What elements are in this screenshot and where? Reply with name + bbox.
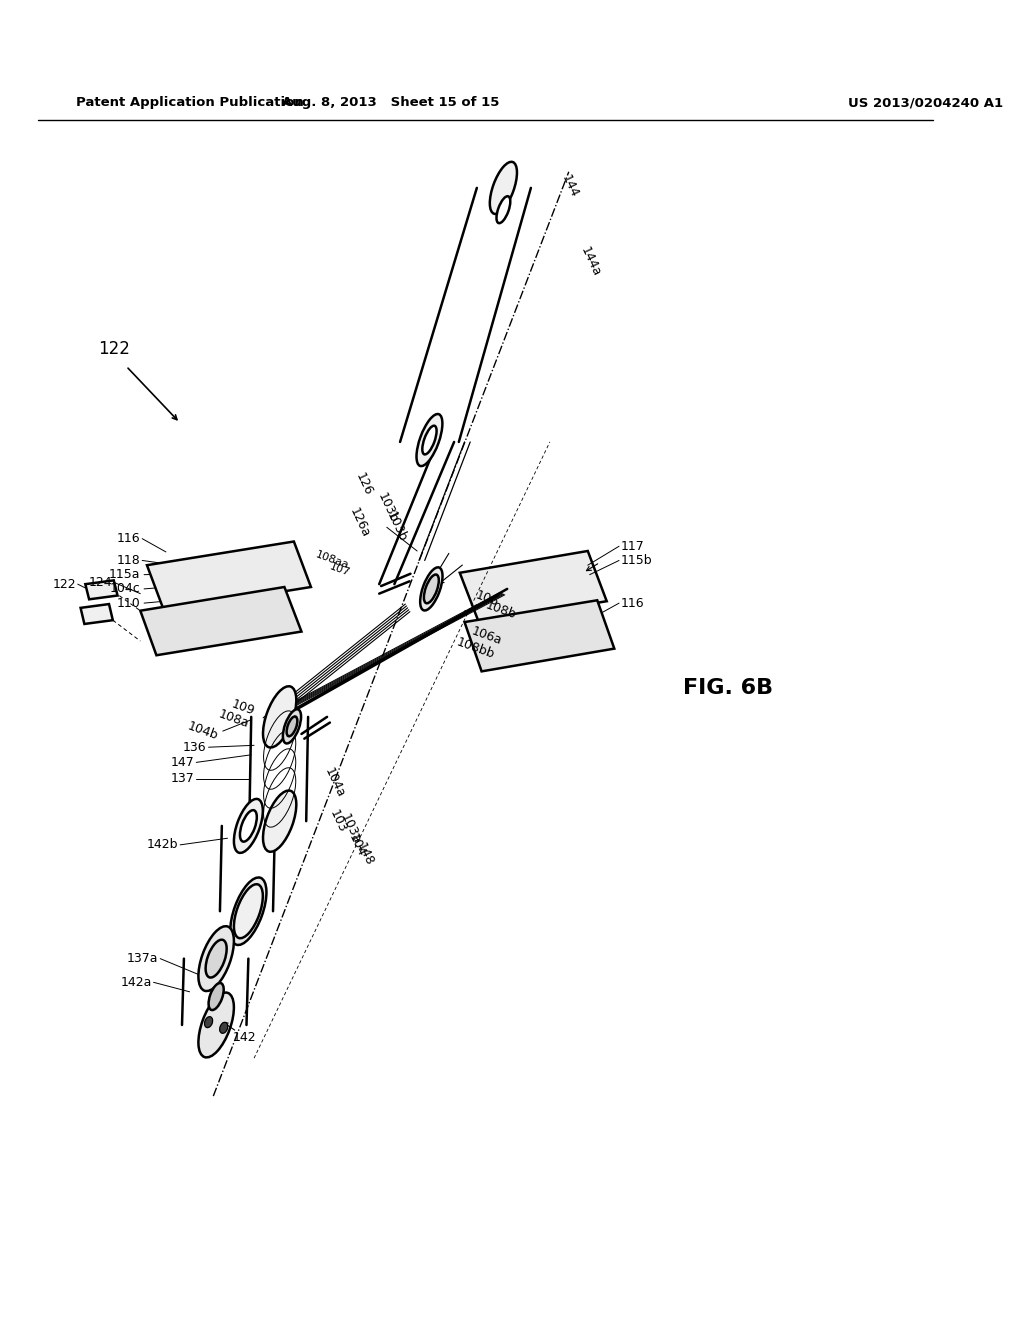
Text: 104a: 104a — [323, 766, 347, 800]
Polygon shape — [465, 601, 614, 672]
Text: 108b: 108b — [483, 598, 518, 622]
Text: 148: 148 — [353, 841, 376, 867]
Text: 144: 144 — [559, 173, 581, 199]
Text: 110: 110 — [117, 597, 140, 610]
Text: 107: 107 — [328, 561, 351, 578]
Text: 126: 126 — [352, 471, 375, 498]
Text: 126a: 126a — [346, 506, 372, 540]
Text: 118: 118 — [117, 554, 140, 568]
Polygon shape — [81, 605, 113, 624]
Text: 122: 122 — [52, 578, 76, 590]
Ellipse shape — [497, 197, 510, 223]
Ellipse shape — [422, 425, 436, 454]
Text: 137: 137 — [171, 772, 195, 785]
Text: 108aa: 108aa — [313, 550, 350, 572]
Ellipse shape — [206, 940, 226, 978]
Ellipse shape — [199, 927, 233, 991]
Ellipse shape — [263, 791, 296, 851]
Text: 108a: 108a — [217, 708, 251, 730]
Text: 109: 109 — [229, 697, 256, 718]
Text: 124: 124 — [88, 576, 112, 589]
Text: 116: 116 — [117, 532, 140, 545]
Ellipse shape — [199, 993, 233, 1057]
Text: 103: 103 — [327, 808, 349, 834]
Text: 104b: 104b — [185, 719, 220, 743]
Ellipse shape — [233, 799, 263, 853]
Text: 136: 136 — [183, 741, 207, 754]
Text: 147: 147 — [171, 756, 195, 768]
Ellipse shape — [205, 1016, 213, 1028]
Ellipse shape — [233, 884, 263, 939]
Text: 106: 106 — [474, 589, 501, 609]
Ellipse shape — [420, 568, 442, 610]
Polygon shape — [460, 550, 607, 622]
Text: FIG. 6B: FIG. 6B — [683, 678, 773, 698]
Ellipse shape — [417, 414, 442, 466]
Ellipse shape — [230, 878, 266, 945]
Text: 137a: 137a — [127, 952, 159, 965]
Text: 142: 142 — [232, 1031, 256, 1044]
Text: 103a: 103a — [339, 812, 364, 846]
Text: 115a: 115a — [109, 568, 140, 581]
Ellipse shape — [283, 709, 301, 743]
Ellipse shape — [220, 1022, 227, 1034]
Text: 115b: 115b — [621, 554, 652, 568]
Polygon shape — [140, 587, 301, 655]
Text: 103b: 103b — [384, 511, 410, 544]
Ellipse shape — [489, 162, 517, 214]
Polygon shape — [85, 581, 118, 599]
Ellipse shape — [263, 686, 296, 747]
Text: 116: 116 — [621, 597, 644, 610]
Text: 117: 117 — [621, 540, 645, 553]
Text: 106a: 106a — [469, 624, 504, 648]
Text: 103b: 103b — [375, 491, 399, 525]
Ellipse shape — [233, 884, 263, 939]
Text: 142a: 142a — [120, 975, 152, 989]
Text: 104c: 104c — [110, 582, 140, 595]
Text: Aug. 8, 2013   Sheet 15 of 15: Aug. 8, 2013 Sheet 15 of 15 — [282, 96, 500, 110]
Text: 142b: 142b — [146, 838, 178, 851]
Text: US 2013/0204240 A1: US 2013/0204240 A1 — [849, 96, 1004, 110]
Text: Patent Application Publication: Patent Application Publication — [76, 96, 303, 110]
Ellipse shape — [287, 717, 297, 737]
Text: 122: 122 — [98, 341, 130, 358]
Ellipse shape — [209, 983, 223, 1010]
Ellipse shape — [424, 574, 439, 603]
Ellipse shape — [240, 810, 257, 842]
Text: 104: 104 — [346, 832, 368, 858]
Text: 108bb: 108bb — [455, 636, 497, 661]
Text: 144a: 144a — [579, 246, 603, 279]
Polygon shape — [146, 541, 311, 611]
